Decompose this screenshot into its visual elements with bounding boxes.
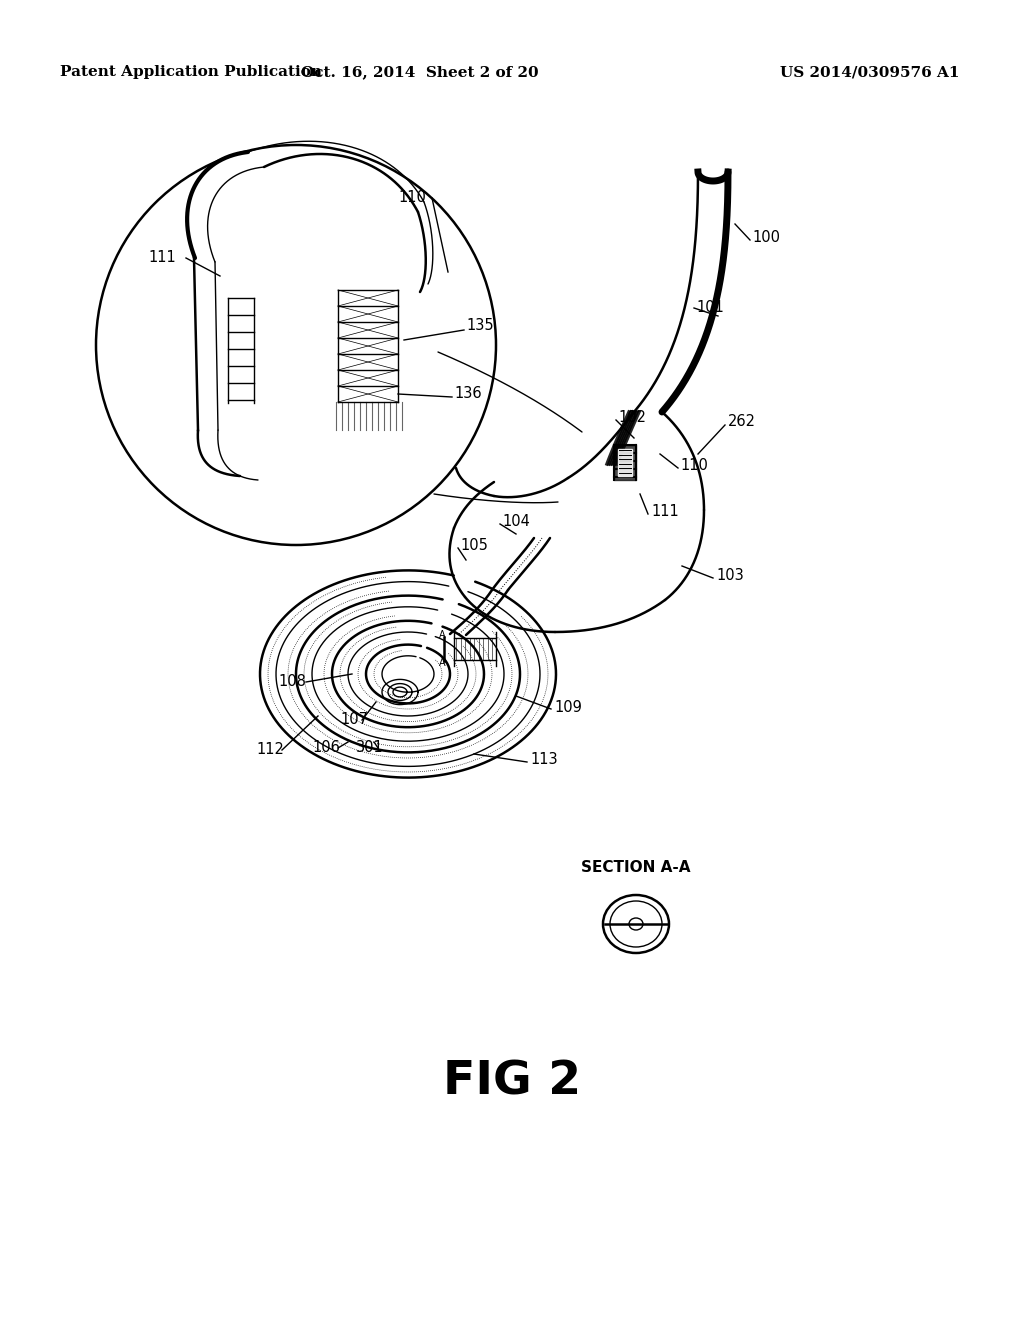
Text: Oct. 16, 2014  Sheet 2 of 20: Oct. 16, 2014 Sheet 2 of 20 [301, 65, 539, 79]
Bar [618, 449, 632, 477]
Text: 100: 100 [752, 231, 780, 246]
Text: 111: 111 [651, 504, 679, 520]
Text: 108: 108 [278, 675, 306, 689]
Text: 109: 109 [554, 700, 582, 714]
Text: A: A [438, 630, 445, 640]
Text: 101: 101 [696, 301, 724, 315]
Bar [614, 445, 636, 480]
Text: 112: 112 [256, 742, 284, 758]
Text: 105: 105 [460, 539, 487, 553]
Text: 113: 113 [530, 752, 558, 767]
Text: SECTION A-A: SECTION A-A [582, 861, 691, 875]
Text: A: A [438, 657, 445, 668]
Text: 102: 102 [618, 411, 646, 425]
Text: 110: 110 [398, 190, 426, 206]
Text: 262: 262 [728, 414, 756, 429]
Text: Patent Application Publication: Patent Application Publication [60, 65, 322, 79]
Text: 111: 111 [148, 251, 176, 265]
Text: US 2014/0309576 A1: US 2014/0309576 A1 [780, 65, 959, 79]
Text: 135: 135 [466, 318, 494, 334]
Text: 301: 301 [356, 741, 384, 755]
Text: 104: 104 [502, 515, 529, 529]
Text: 106: 106 [312, 741, 340, 755]
Text: 107: 107 [340, 713, 368, 727]
Text: 110: 110 [680, 458, 708, 474]
Text: FIG 2: FIG 2 [443, 1060, 581, 1105]
Text: 103: 103 [716, 569, 743, 583]
Text: 136: 136 [454, 385, 481, 400]
